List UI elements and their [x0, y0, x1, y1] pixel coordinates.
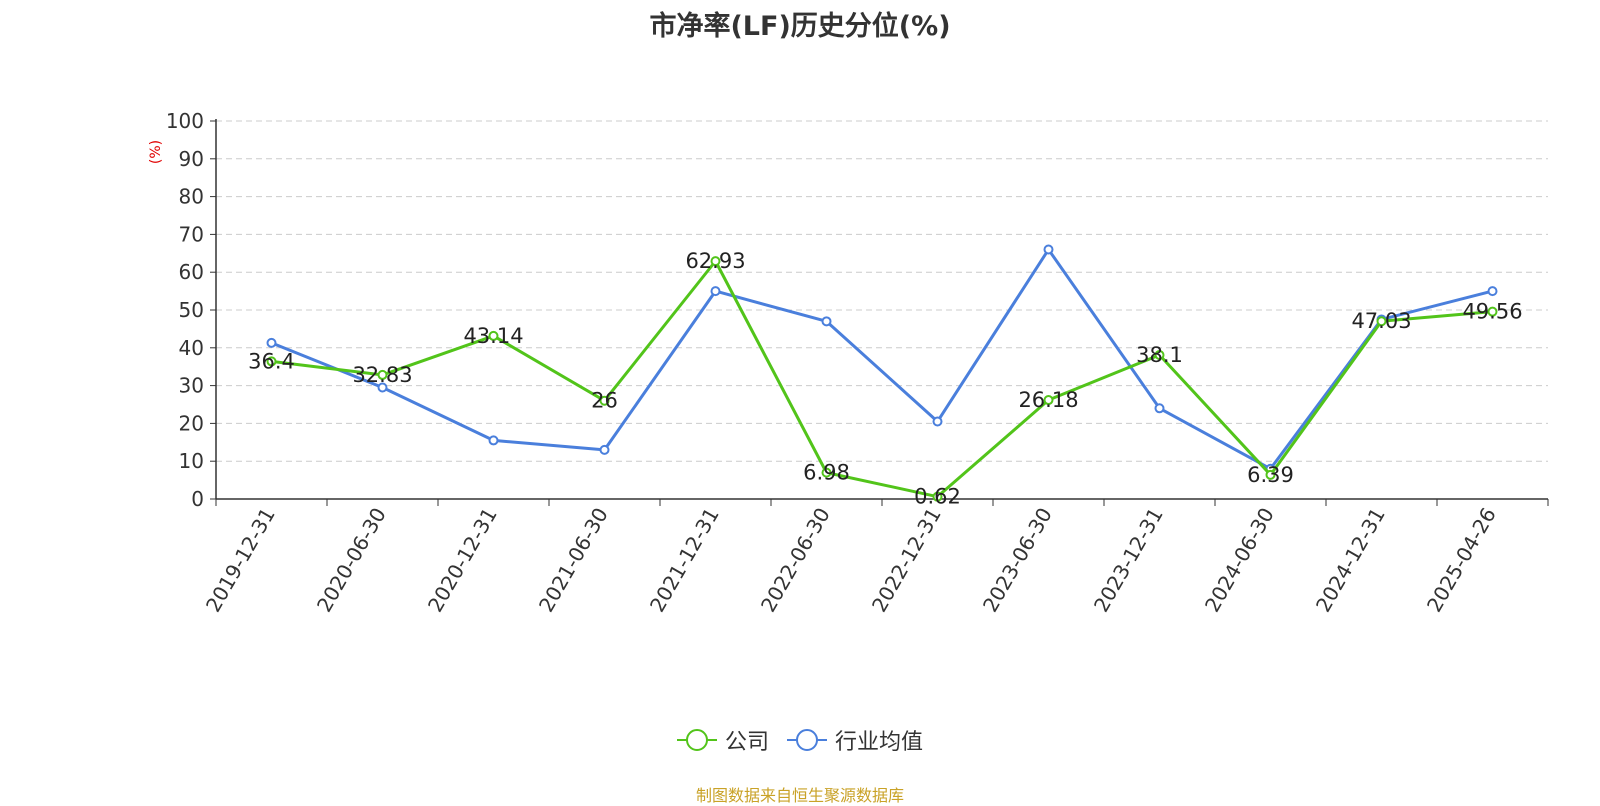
- x-tick-label: 2019-12-31: [201, 504, 280, 617]
- data-point-1: [488, 435, 499, 446]
- data-point-0: [1376, 316, 1387, 327]
- data-point-1: [932, 416, 943, 427]
- data-label: 36.4: [248, 349, 295, 373]
- source-note: 制图数据来自恒生聚源数据库: [695, 786, 904, 805]
- data-point-1: [821, 316, 832, 327]
- x-tick-label: 2024-06-30: [1200, 504, 1279, 617]
- y-tick-label: 90: [179, 147, 204, 171]
- data-label: 26.18: [1018, 388, 1078, 412]
- data-label-layer: 36.4 32.83 43.14 26 62.93 6.98 0.62 26.18 38.1 6.…: [248, 249, 1522, 509]
- series-line-0: [271, 259, 1493, 499]
- y-tick-label: 50: [179, 298, 204, 322]
- data-point-0: [377, 369, 388, 380]
- data-label: 6.98: [803, 461, 850, 485]
- data-label: 32.83: [352, 363, 412, 387]
- y-tick-label: 70: [179, 222, 204, 246]
- y-tick-label: 0: [191, 487, 204, 511]
- y-tick-label: 20: [179, 411, 204, 435]
- data-label: 43.14: [463, 324, 523, 348]
- y-tick-label: 80: [179, 185, 204, 209]
- data-point-1: [1154, 403, 1165, 414]
- x-tick-label: 2023-06-30: [978, 504, 1057, 617]
- legend-label-industry-average: 行业均值: [835, 730, 924, 755]
- y-tick-label: 40: [179, 336, 204, 360]
- x-tick-label: 2025-04-26: [1422, 504, 1501, 617]
- data-point-1: [1043, 244, 1054, 255]
- data-point-0: [488, 330, 499, 341]
- legend-item-industry-average[interactable]: 行业均值: [787, 724, 923, 756]
- data-point-1: [1487, 286, 1498, 297]
- x-tick-label: 2022-06-30: [756, 504, 835, 617]
- x-tick-label: 2021-12-31: [645, 504, 724, 617]
- data-label: 6.39: [1247, 463, 1294, 487]
- legend-item-company[interactable]: 公司: [676, 724, 769, 756]
- x-tick-label: 2023-12-31: [1089, 504, 1168, 617]
- y-tick-label: 10: [179, 449, 204, 473]
- data-label: 26: [591, 389, 618, 413]
- legend: 公司 行业均值: [0, 724, 1600, 756]
- y-tick-label: 30: [179, 374, 204, 398]
- data-label: 0.62: [914, 485, 961, 509]
- data-point-0: [266, 356, 277, 367]
- data-point-1: [266, 337, 277, 348]
- y-axis-title: (%): [148, 140, 164, 164]
- x-tick-label: 2022-12-31: [867, 504, 946, 617]
- data-point-1: [377, 382, 388, 393]
- data-label: 38.1: [1136, 343, 1183, 367]
- data-point-0: [1265, 469, 1276, 480]
- x-tick-label: 2020-06-30: [312, 504, 391, 617]
- x-tick-label: 2024-12-31: [1311, 504, 1390, 617]
- data-point-0: [1043, 395, 1054, 406]
- data-point-1: [599, 444, 610, 455]
- series-layer: [266, 244, 1498, 502]
- legend-line-circle-icon: [787, 729, 827, 751]
- data-point-0: [932, 491, 943, 502]
- data-point-0: [710, 256, 721, 267]
- data-point-1: [710, 286, 721, 297]
- data-point-0: [1487, 306, 1498, 317]
- chart-title: 市净率(LF)历史分位(%): [649, 11, 951, 42]
- x-tick-label: 2020-12-31: [423, 504, 502, 617]
- data-point-0: [821, 467, 832, 478]
- y-tick-label: 100: [166, 109, 204, 133]
- legend-label-company: 公司: [724, 730, 769, 755]
- series-line-1: [270, 248, 1493, 471]
- data-label: 47.03: [1351, 309, 1411, 333]
- data-label: 49.56: [1462, 300, 1522, 324]
- data-point-0: [1154, 349, 1165, 360]
- x-tick-label: 2021-06-30: [534, 504, 613, 617]
- legend-line-circle-icon: [676, 729, 717, 751]
- data-label: 62.93: [685, 249, 745, 273]
- y-tick-label: 60: [179, 260, 204, 284]
- grid-layer: [216, 120, 1548, 462]
- data-point-0: [599, 395, 610, 406]
